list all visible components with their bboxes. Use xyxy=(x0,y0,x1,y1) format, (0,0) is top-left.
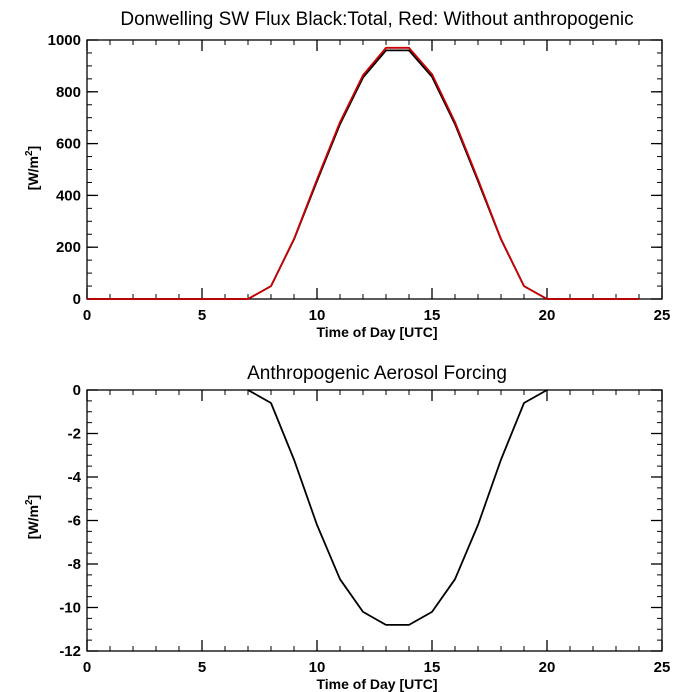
forcing-y-tick-label: -12 xyxy=(59,643,81,660)
flux-x-tick-label: 10 xyxy=(309,307,326,324)
flux-chart-y-label-superscript: 2 xyxy=(24,150,35,156)
forcing-chart-title: Anthropogenic Aerosol Forcing xyxy=(247,363,507,384)
forcing-y-tick-label: -2 xyxy=(68,426,81,443)
flux-y-tick-label: 400 xyxy=(56,187,81,204)
flux-y-tick-label: 600 xyxy=(56,136,81,153)
forcing-x-tick-label: 0 xyxy=(83,659,91,676)
flux-x-tick-label: 0 xyxy=(83,307,91,324)
flux-series-line-1 xyxy=(87,46,639,300)
forcing-chart-panel: Anthropogenic Aerosol Forcing Time of Da… xyxy=(24,363,670,692)
forcing-x-tick-label: 20 xyxy=(539,659,556,676)
flux-chart-title: Donwelling SW Flux Black:Total, Red: Wit… xyxy=(120,9,633,30)
flux-x-tick-label: 5 xyxy=(198,307,206,324)
flux-y-tick-label: 1000 xyxy=(48,32,81,49)
forcing-x-tick-label: 25 xyxy=(654,659,671,676)
flux-chart-y-label: [W/m2] xyxy=(24,146,41,190)
forcing-chart-y-label-end: ] xyxy=(25,495,41,500)
flux-chart-y-label-base: [W/m xyxy=(25,156,41,190)
forcing-chart-y-label: [W/m2] xyxy=(24,495,41,539)
flux-chart-y-label-end: ] xyxy=(25,146,41,151)
flux-y-tick-label: 0 xyxy=(73,291,81,308)
forcing-x-tick-label: 15 xyxy=(424,659,441,676)
flux-x-tick-label: 15 xyxy=(424,307,441,324)
flux-plot-frame xyxy=(86,39,663,300)
flux-chart-x-label: Time of Day [UTC] xyxy=(316,324,437,340)
forcing-x-tick-label: 10 xyxy=(309,659,326,676)
forcing-y-tick-label: -6 xyxy=(68,513,81,530)
forcing-chart-x-label: Time of Day [UTC] xyxy=(316,676,437,692)
flux-chart-panel: Donwelling SW Flux Black:Total, Red: Wit… xyxy=(24,9,670,340)
flux-series-line-0 xyxy=(87,49,639,300)
flux-x-tick-label: 25 xyxy=(654,307,671,324)
forcing-chart-y-label-base: [W/m xyxy=(25,505,41,539)
forcing-x-tick-label: 5 xyxy=(198,659,206,676)
forcing-y-tick-label: -10 xyxy=(59,600,81,617)
flux-x-tick-label: 20 xyxy=(539,307,556,324)
forcing-y-tick-label: 0 xyxy=(73,382,81,399)
forcing-series-line-0 xyxy=(247,389,548,626)
flux-y-tick-label: 200 xyxy=(56,239,81,256)
forcing-chart-y-label-superscript: 2 xyxy=(24,499,35,505)
forcing-plot-frame xyxy=(86,389,663,652)
forcing-y-tick-label: -4 xyxy=(68,469,82,486)
flux-y-tick-label: 800 xyxy=(56,84,81,101)
forcing-y-tick-label: -8 xyxy=(68,556,81,573)
